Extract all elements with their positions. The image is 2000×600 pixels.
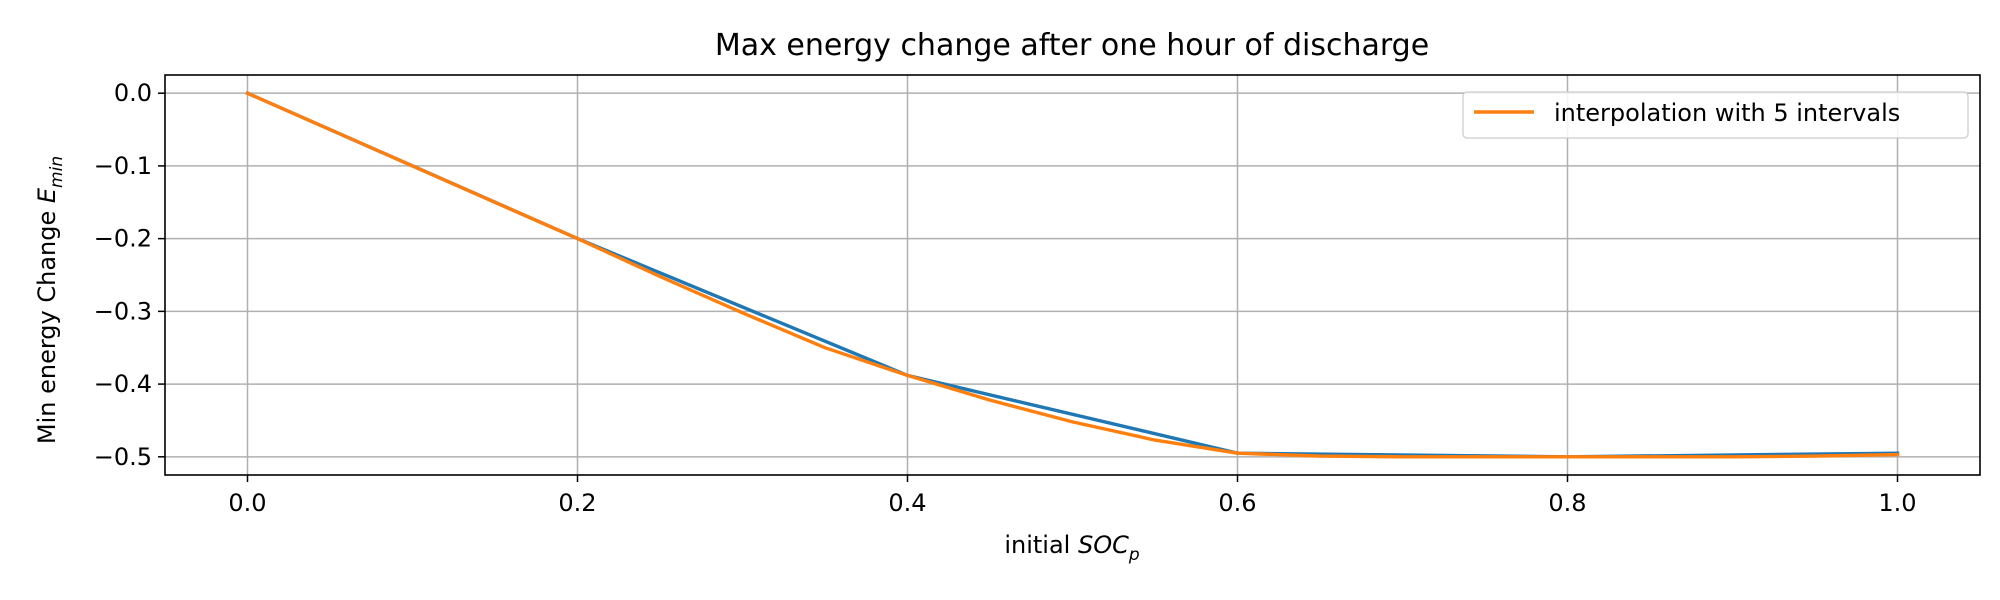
plot-area-frame	[164, 74, 1981, 476]
y-label-var: E	[33, 187, 61, 203]
y-tick-label: 0.0	[114, 79, 152, 107]
y-tick-label: −0.3	[94, 297, 152, 325]
axis-ticks: 0.0 0.2 0.4 0.6 0.8 1.0 0.0 −0.1 −0.2 −0.3 −0.4 −0.…	[94, 79, 1917, 517]
x-label-prefix: initial	[1004, 531, 1078, 559]
y-label-prefix: Min energy Change	[33, 203, 61, 444]
x-tick-label: 0.8	[1548, 489, 1586, 517]
x-label-var: SOC	[1078, 531, 1129, 559]
x-tick-label: 0.4	[888, 489, 926, 517]
x-tick-label: 0.6	[1218, 489, 1256, 517]
y-axis-label: Min energy Change Emin	[33, 156, 67, 444]
legend: interpolation with 5 intervals	[1462, 91, 1969, 139]
chart-title: Max energy change after one hour of disc…	[715, 28, 1429, 63]
legend-box	[1462, 91, 1969, 139]
series-lines	[245, 90, 1900, 459]
y-tick-label: −0.1	[94, 152, 152, 180]
y-tick-label: −0.2	[94, 225, 152, 253]
y-tick-label: −0.5	[94, 443, 152, 471]
y-tick-label: −0.4	[94, 370, 152, 398]
x-tick-label: 0.0	[228, 489, 266, 517]
legend-label: interpolation with 5 intervals	[1554, 99, 1900, 127]
y-label-sub: min	[47, 156, 67, 188]
x-label-sub: p	[1128, 545, 1140, 565]
x-axis-label: initial SOCp	[1004, 531, 1140, 565]
series-line-1	[245, 90, 1900, 459]
series-line-2	[245, 90, 1900, 459]
x-tick-label: 1.0	[1878, 489, 1916, 517]
x-tick-label: 0.2	[558, 489, 596, 517]
